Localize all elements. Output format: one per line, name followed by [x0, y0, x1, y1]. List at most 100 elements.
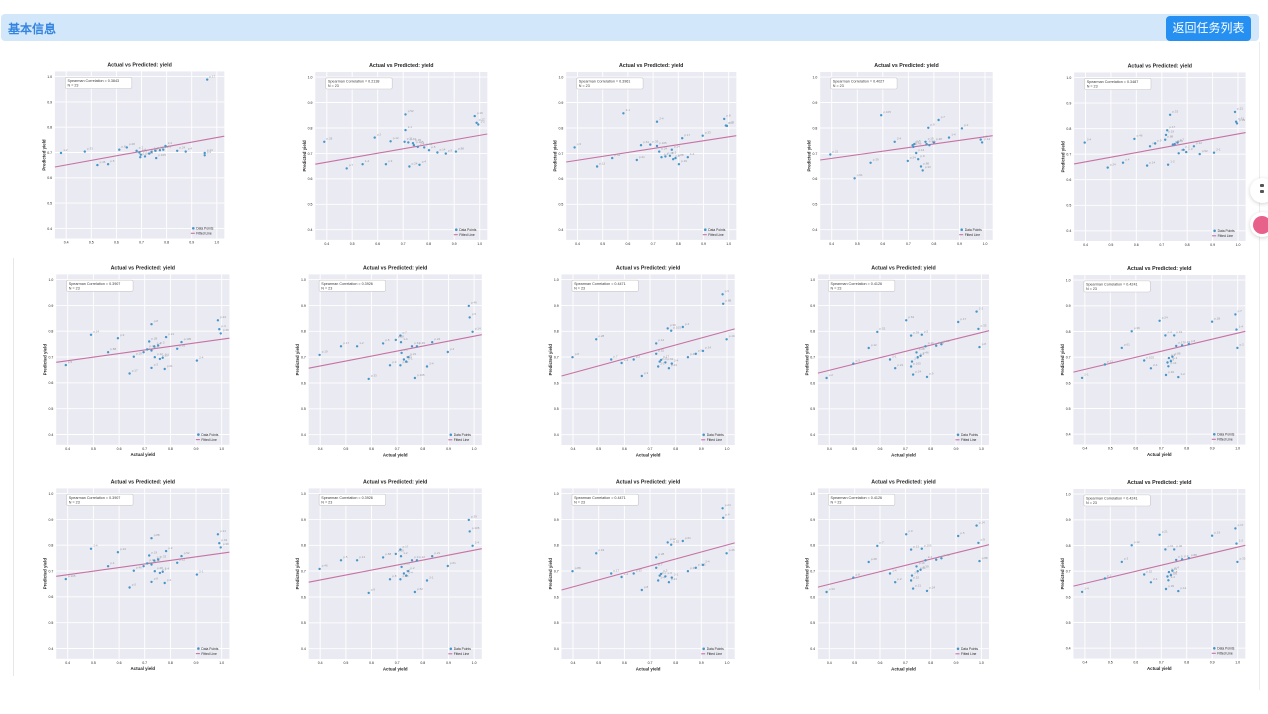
svg-text:0.4: 0.4	[813, 228, 818, 232]
svg-text:0.9: 0.9	[452, 242, 457, 246]
svg-text:p.8: p.8	[1173, 570, 1178, 574]
svg-text:1.0: 1.0	[472, 447, 477, 451]
svg-text:p.2: p.2	[168, 546, 173, 550]
svg-text:Spearman Correlation = 0.4241: Spearman Correlation = 0.4241	[1086, 497, 1138, 501]
svg-text:0.4: 0.4	[318, 661, 323, 665]
svg-text:Actual vs Predicted: yield: Actual vs Predicted: yield	[369, 63, 433, 69]
svg-text:Actual vs Predicted: yield: Actual vs Predicted: yield	[363, 480, 427, 486]
svg-text:0.9: 0.9	[559, 101, 564, 105]
svg-text:p.3: p.3	[577, 142, 582, 146]
svg-text:0.9: 0.9	[810, 518, 815, 522]
svg-text:p.19: p.19	[322, 350, 328, 354]
svg-text:Predicted yield: Predicted yield	[553, 140, 558, 172]
svg-text:0.4: 0.4	[308, 228, 313, 232]
svg-text:p.8: p.8	[1175, 139, 1180, 143]
svg-text:2-1: 2-1	[165, 353, 170, 357]
svg-text:p.33: p.33	[87, 146, 93, 150]
svg-text:Predicted yield: Predicted yield	[1061, 141, 1066, 173]
svg-text:p.12: p.12	[670, 537, 676, 541]
svg-text:Predicted yield: Predicted yield	[548, 558, 553, 590]
svg-text:p.39: p.39	[690, 566, 696, 570]
svg-text:p.61: p.61	[1238, 117, 1244, 121]
svg-text:0.6: 0.6	[1066, 381, 1071, 385]
svg-text:0.8: 0.8	[554, 544, 559, 548]
svg-text:1-2: 1-2	[63, 148, 68, 152]
svg-text:p.21: p.21	[1107, 359, 1113, 363]
svg-text:p.3: p.3	[167, 578, 172, 582]
svg-text:p.88: p.88	[923, 161, 929, 165]
svg-text:p.17: p.17	[479, 118, 485, 122]
svg-text:p.12: p.12	[1196, 141, 1202, 145]
svg-text:0.7: 0.7	[395, 447, 400, 451]
svg-text:p.14: p.14	[440, 147, 446, 151]
svg-text:p.12: p.12	[1134, 540, 1140, 544]
svg-text:1-4: 1-4	[1239, 324, 1244, 328]
svg-text:p.4: p.4	[915, 140, 920, 144]
svg-text:0.7: 0.7	[554, 570, 559, 574]
svg-text:p.9: p.9	[448, 148, 453, 152]
svg-text:0.9: 0.9	[1066, 518, 1071, 522]
svg-text:p.39: p.39	[1134, 326, 1140, 330]
svg-text:1.0: 1.0	[477, 242, 482, 246]
svg-text:0.9: 0.9	[1066, 304, 1071, 308]
svg-text:p.17: p.17	[929, 139, 935, 143]
svg-text:p.17: p.17	[209, 74, 215, 78]
svg-text:1.0: 1.0	[725, 447, 730, 451]
svg-text:0.7: 0.7	[559, 152, 564, 156]
svg-text:0.9: 0.9	[194, 661, 199, 665]
svg-text:p.14: p.14	[1181, 586, 1187, 590]
svg-text:p.21: p.21	[662, 356, 668, 360]
svg-text:p.9: p.9	[1184, 554, 1189, 558]
svg-text:Actual yield: Actual yield	[130, 452, 155, 457]
svg-text:p.46: p.46	[322, 564, 328, 568]
svg-text:p.61: p.61	[167, 364, 173, 368]
svg-text:1-2: 1-2	[624, 572, 629, 576]
svg-text:Spearman Correlation = 0.4471: Spearman Correlation = 0.4471	[574, 282, 626, 286]
svg-text:p.19: p.19	[729, 334, 735, 338]
svg-text:0.5: 0.5	[1108, 447, 1113, 451]
svg-text:p.5: p.5	[472, 312, 477, 316]
svg-text:0.7: 0.7	[1066, 153, 1071, 157]
svg-text:p.5: p.5	[431, 145, 436, 149]
svg-text:0.8: 0.8	[1066, 330, 1071, 334]
svg-text:p.24: p.24	[661, 146, 667, 150]
svg-text:Actual vs Predicted: yield: Actual vs Predicted: yield	[107, 63, 171, 69]
svg-text:p.46: p.46	[1168, 370, 1174, 374]
svg-text:0.9: 0.9	[1210, 447, 1215, 451]
svg-text:p.9: p.9	[207, 150, 212, 154]
svg-text:p.105: p.105	[416, 140, 424, 144]
svg-text:2-4: 2-4	[475, 541, 480, 545]
svg-text:0.5: 0.5	[596, 661, 601, 665]
svg-text:0.6: 0.6	[880, 242, 885, 246]
svg-text:0.6: 0.6	[301, 595, 306, 599]
svg-text:0.6: 0.6	[554, 595, 559, 599]
svg-text:1.0: 1.0	[301, 492, 306, 496]
svg-text:p.105: p.105	[472, 526, 480, 530]
svg-text:0.8: 0.8	[301, 544, 306, 548]
svg-text:0.7: 0.7	[554, 356, 559, 360]
svg-text:p.33: p.33	[1184, 340, 1190, 344]
svg-text:Fitted Line: Fitted Line	[459, 233, 475, 237]
svg-text:p.3: p.3	[143, 152, 148, 156]
svg-text:p.7: p.7	[139, 146, 144, 150]
svg-text:Actual yield: Actual yield	[891, 666, 916, 671]
svg-text:2-4: 2-4	[897, 137, 902, 141]
svg-text:1.0: 1.0	[1066, 76, 1071, 80]
svg-text:p.33: p.33	[1240, 557, 1246, 561]
svg-text:p.17: p.17	[663, 355, 669, 359]
svg-text:0.8: 0.8	[810, 544, 815, 548]
svg-text:1-4: 1-4	[660, 575, 665, 579]
svg-text:p.9: p.9	[1171, 353, 1176, 357]
svg-text:Data Points: Data Points	[1217, 647, 1234, 651]
svg-text:p.5: p.5	[132, 582, 137, 586]
svg-text:p.5: p.5	[924, 330, 929, 334]
svg-text:1-2: 1-2	[1239, 538, 1244, 542]
svg-text:0.9: 0.9	[194, 447, 199, 451]
svg-text:2-1: 2-1	[408, 356, 413, 360]
svg-text:p.17: p.17	[684, 133, 690, 137]
svg-text:p.14: p.14	[207, 148, 213, 152]
svg-text:0.5: 0.5	[559, 203, 564, 207]
svg-text:p.21: p.21	[1237, 107, 1243, 111]
svg-text:0.5: 0.5	[1066, 204, 1071, 208]
svg-text:p.21: p.21	[833, 149, 839, 153]
